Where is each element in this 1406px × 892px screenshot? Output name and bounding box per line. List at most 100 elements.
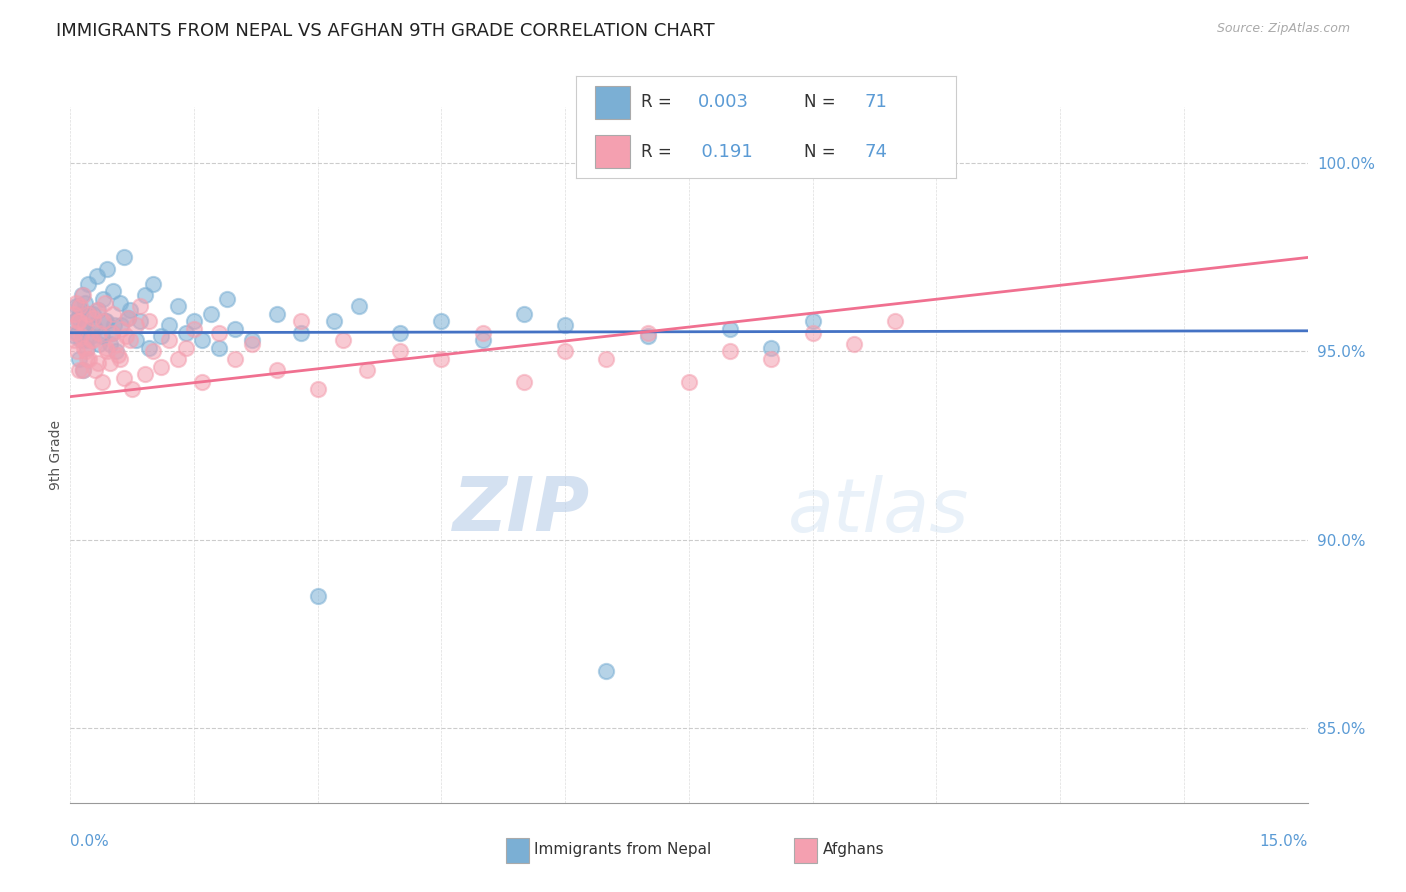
Point xyxy=(174,326,197,340)
Text: 0.003: 0.003 xyxy=(697,94,749,112)
Point xyxy=(761,341,783,355)
Point xyxy=(183,314,205,328)
Point xyxy=(307,382,329,396)
Point xyxy=(77,307,100,321)
Point xyxy=(70,288,93,302)
Point xyxy=(67,351,90,366)
Point xyxy=(513,375,536,389)
Point xyxy=(430,314,453,328)
Point xyxy=(430,351,453,366)
Point xyxy=(75,333,97,347)
Point xyxy=(90,375,112,389)
Point xyxy=(157,333,180,347)
Point xyxy=(86,303,108,318)
Point xyxy=(67,314,90,328)
Point xyxy=(67,299,90,313)
Text: atlas: atlas xyxy=(787,475,969,547)
Text: IMMIGRANTS FROM NEPAL VS AFGHAN 9TH GRADE CORRELATION CHART: IMMIGRANTS FROM NEPAL VS AFGHAN 9TH GRAD… xyxy=(56,22,714,40)
Point xyxy=(94,314,117,328)
Point xyxy=(77,277,100,291)
Point xyxy=(77,307,100,321)
Point xyxy=(84,363,107,377)
Point xyxy=(125,318,148,333)
Point xyxy=(63,314,86,328)
Point xyxy=(110,318,132,333)
Point xyxy=(107,348,129,362)
Point xyxy=(72,322,94,336)
Point xyxy=(65,295,87,310)
Point xyxy=(554,318,576,333)
Point xyxy=(215,292,238,306)
Point xyxy=(86,269,108,284)
Point xyxy=(108,295,131,310)
Point xyxy=(66,344,89,359)
Point xyxy=(96,261,118,276)
Point xyxy=(208,326,231,340)
Point xyxy=(72,288,94,302)
Point xyxy=(75,344,97,359)
Point xyxy=(595,351,617,366)
Point xyxy=(98,337,121,351)
Point xyxy=(75,295,97,310)
Point xyxy=(80,333,103,347)
Point xyxy=(112,371,135,385)
Point xyxy=(90,329,112,343)
Point xyxy=(240,337,263,351)
Point xyxy=(166,351,188,366)
Text: 15.0%: 15.0% xyxy=(1260,834,1308,849)
Point xyxy=(166,299,188,313)
Point xyxy=(125,333,148,347)
Point xyxy=(103,318,125,333)
Point xyxy=(637,329,659,343)
Point xyxy=(142,277,165,291)
Text: 0.191: 0.191 xyxy=(690,143,754,161)
Text: R =: R = xyxy=(641,94,672,112)
Text: N =: N = xyxy=(804,143,835,161)
Y-axis label: 9th Grade: 9th Grade xyxy=(49,420,63,490)
Point xyxy=(595,664,617,678)
Point xyxy=(129,314,152,328)
Point xyxy=(76,351,98,366)
Point xyxy=(115,329,138,343)
Point xyxy=(66,314,89,328)
Point xyxy=(290,314,312,328)
Point xyxy=(65,329,87,343)
Point xyxy=(70,329,93,343)
Point xyxy=(389,326,412,340)
Point xyxy=(80,329,103,343)
Point xyxy=(332,333,354,347)
Point xyxy=(389,344,412,359)
Point xyxy=(150,329,173,343)
Point xyxy=(718,344,741,359)
Point xyxy=(121,382,143,396)
Point xyxy=(110,322,132,336)
Point xyxy=(86,356,108,370)
Text: Immigrants from Nepal: Immigrants from Nepal xyxy=(534,842,711,856)
Point xyxy=(73,341,96,355)
Text: Afghans: Afghans xyxy=(823,842,884,856)
Point xyxy=(86,303,108,318)
Text: 74: 74 xyxy=(865,143,889,161)
Point xyxy=(84,322,107,336)
Point xyxy=(224,351,246,366)
Point xyxy=(801,314,824,328)
Text: Source: ZipAtlas.com: Source: ZipAtlas.com xyxy=(1216,22,1350,36)
Point xyxy=(208,341,231,355)
Point xyxy=(290,326,312,340)
Point xyxy=(138,341,160,355)
Point xyxy=(157,318,180,333)
Point xyxy=(224,322,246,336)
Point xyxy=(77,351,100,366)
Point xyxy=(72,363,94,377)
Point xyxy=(73,318,96,333)
Point xyxy=(82,307,104,321)
Point xyxy=(356,363,378,377)
Point xyxy=(76,341,98,355)
Text: 71: 71 xyxy=(865,94,887,112)
Point xyxy=(471,333,494,347)
Point xyxy=(191,333,214,347)
Point xyxy=(884,314,907,328)
Point xyxy=(142,344,165,359)
Point xyxy=(112,251,135,265)
Point xyxy=(718,322,741,336)
